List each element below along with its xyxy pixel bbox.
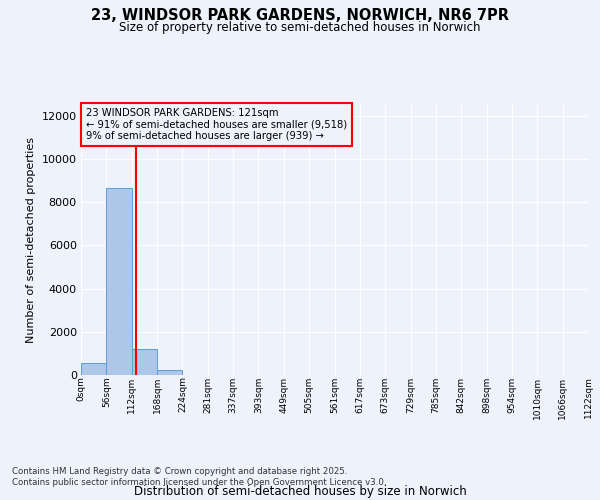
Text: Size of property relative to semi-detached houses in Norwich: Size of property relative to semi-detach… bbox=[119, 21, 481, 34]
Bar bbox=[81, 363, 106, 375]
Text: Distribution of semi-detached houses by size in Norwich: Distribution of semi-detached houses by … bbox=[134, 484, 466, 498]
Bar bbox=[157, 370, 182, 375]
Text: 23, WINDSOR PARK GARDENS, NORWICH, NR6 7PR: 23, WINDSOR PARK GARDENS, NORWICH, NR6 7… bbox=[91, 8, 509, 22]
Bar bbox=[106, 188, 132, 375]
Y-axis label: Number of semi-detached properties: Number of semi-detached properties bbox=[26, 137, 36, 343]
Text: 23 WINDSOR PARK GARDENS: 121sqm
← 91% of semi-detached houses are smaller (9,518: 23 WINDSOR PARK GARDENS: 121sqm ← 91% of… bbox=[86, 108, 347, 141]
Bar bbox=[132, 349, 157, 375]
Text: Contains HM Land Registry data © Crown copyright and database right 2025.
Contai: Contains HM Land Registry data © Crown c… bbox=[12, 468, 386, 487]
